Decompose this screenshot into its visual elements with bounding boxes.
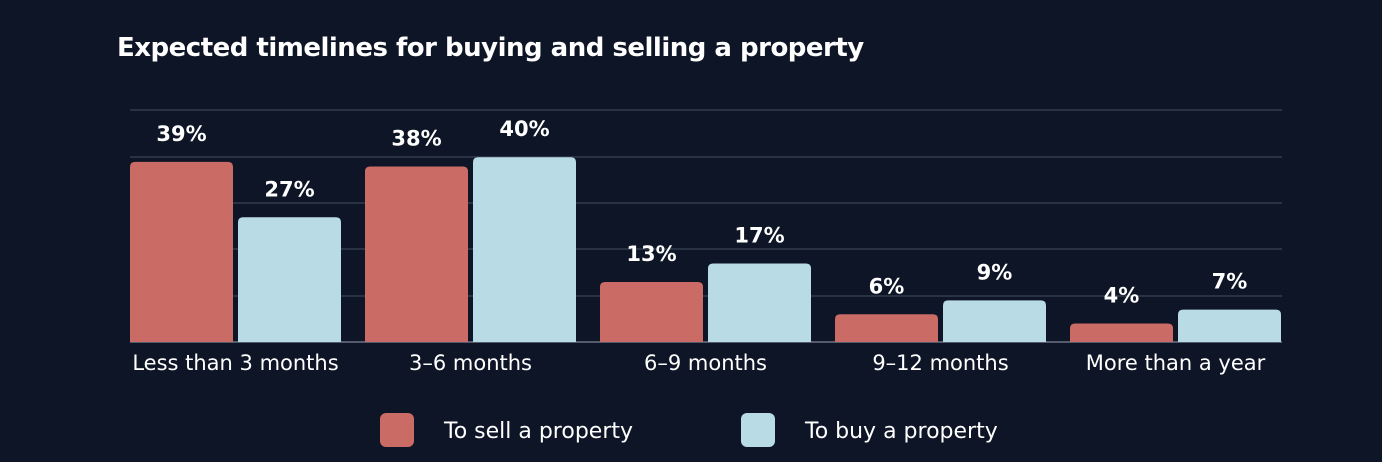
legend-swatch-buy xyxy=(741,413,775,447)
data-label-sell-0: 39% xyxy=(156,122,206,146)
legend: To sell a property To buy a property xyxy=(380,413,998,447)
category-label-3: 9–12 months xyxy=(872,351,1008,375)
data-labels: 39% 27% 38% 40% 13% 17% 6% 9% 4% 7% xyxy=(156,117,1247,307)
bar-buy-4 xyxy=(1178,309,1281,342)
bar-buy-1 xyxy=(473,157,576,342)
bar-sell-4 xyxy=(1070,323,1173,342)
data-label-buy-3: 9% xyxy=(977,260,1013,284)
category-labels: Less than 3 months 3–6 months 6–9 months 9–… xyxy=(132,351,1265,375)
data-label-buy-1: 40% xyxy=(499,117,549,141)
legend-label-sell: To sell a property xyxy=(443,419,633,444)
bar-buy-2 xyxy=(708,263,811,342)
chart-title: Expected timelines for buying and sellin… xyxy=(117,33,864,63)
category-label-2: 6–9 months xyxy=(644,351,767,375)
data-label-sell-2: 13% xyxy=(626,242,676,266)
bar-sell-2 xyxy=(600,281,703,342)
category-label-1: 3–6 months xyxy=(409,351,532,375)
bar-sell-0 xyxy=(130,161,233,342)
bar-sell-1 xyxy=(365,166,468,342)
category-label-4: More than a year xyxy=(1086,351,1266,375)
data-label-buy-2: 17% xyxy=(734,223,784,247)
category-label-0: Less than 3 months xyxy=(132,351,338,375)
legend-swatch-sell xyxy=(380,413,414,447)
legend-label-buy: To buy a property xyxy=(804,419,998,444)
data-label-buy-4: 7% xyxy=(1212,270,1248,294)
data-label-sell-4: 4% xyxy=(1104,284,1140,308)
data-label-sell-1: 38% xyxy=(391,126,441,150)
data-label-buy-0: 27% xyxy=(264,177,314,201)
data-label-sell-3: 6% xyxy=(869,274,905,298)
bar-buy-3 xyxy=(943,300,1046,342)
bar-sell-3 xyxy=(835,314,938,342)
bar-buy-0 xyxy=(238,217,341,342)
bars xyxy=(130,157,1281,342)
